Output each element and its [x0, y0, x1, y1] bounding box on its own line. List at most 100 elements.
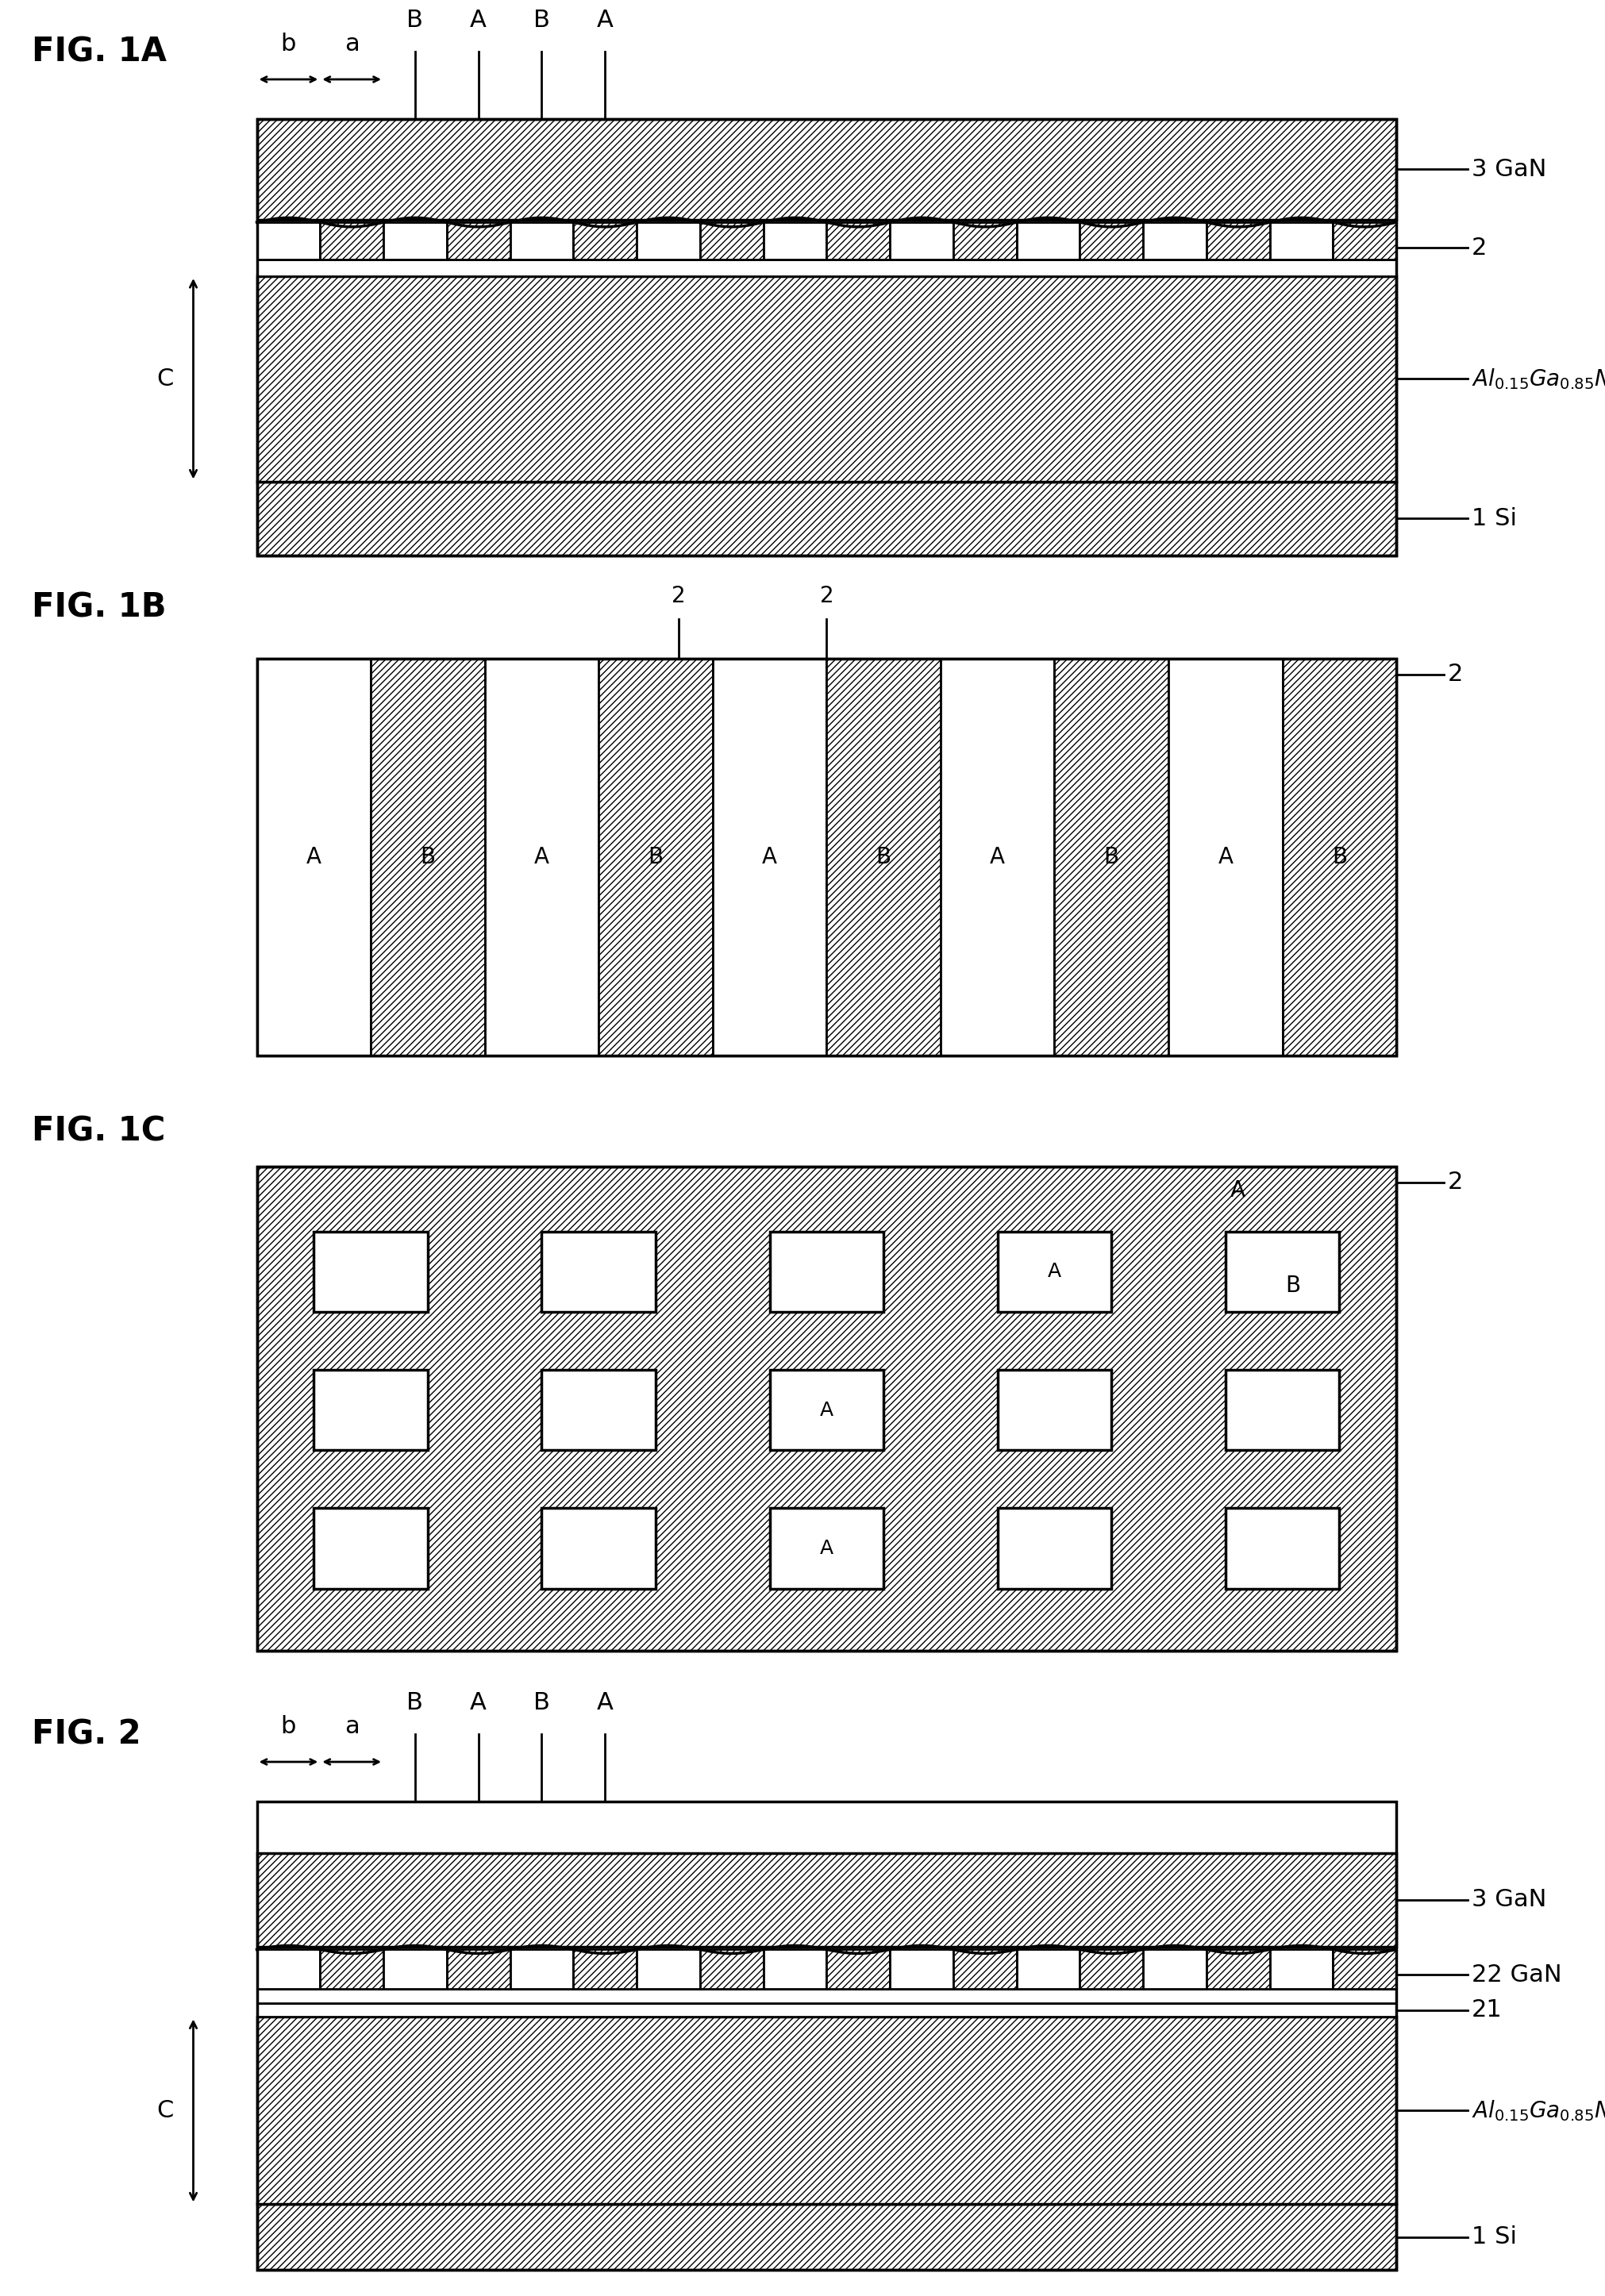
Text: 2: 2	[1472, 236, 1488, 259]
Bar	[599, 659, 713, 1056]
Bar	[257, 259, 1396, 276]
Text: b: b	[281, 32, 297, 55]
Bar	[384, 1949, 446, 1988]
Bar	[257, 659, 1396, 1056]
Text: 3 GaN: 3 GaN	[1472, 1887, 1547, 1910]
Bar	[1143, 1949, 1207, 1988]
Bar	[257, 482, 1396, 556]
Bar	[1282, 659, 1396, 1056]
Bar	[637, 1949, 700, 1988]
Text: FIG. 2: FIG. 2	[32, 1717, 141, 1752]
Text: FIG. 1C: FIG. 1C	[32, 1116, 165, 1148]
Text: 2: 2	[820, 585, 833, 606]
Bar	[1080, 1949, 1143, 1988]
Bar	[573, 223, 637, 259]
Bar	[485, 659, 599, 1056]
Bar	[1207, 1949, 1270, 1988]
Text: 1 Si: 1 Si	[1472, 507, 1517, 530]
Bar	[319, 1949, 384, 1988]
Bar	[313, 1231, 427, 1311]
Bar	[997, 1371, 1111, 1451]
Bar	[257, 482, 1396, 556]
Text: A: A	[1048, 1263, 1061, 1281]
Bar	[764, 223, 827, 259]
Bar	[1226, 1231, 1339, 1311]
Bar	[827, 659, 941, 1056]
Text: B: B	[876, 845, 891, 868]
Text: FIG. 1B: FIG. 1B	[32, 592, 167, 625]
Text: C: C	[156, 367, 173, 390]
Text: B: B	[533, 1692, 551, 1715]
Bar	[319, 223, 384, 259]
Bar	[257, 223, 319, 259]
Text: 2: 2	[671, 585, 685, 606]
Bar	[941, 659, 1054, 1056]
Text: 3 GaN: 3 GaN	[1472, 158, 1547, 181]
Text: B: B	[421, 845, 435, 868]
Text: A: A	[597, 1692, 613, 1715]
Bar	[573, 223, 637, 259]
Bar	[446, 1949, 510, 1988]
Text: $Al_{0.15}Ga_{0.85}N$: $Al_{0.15}Ga_{0.85}N$	[1472, 367, 1605, 390]
Bar	[541, 1508, 655, 1589]
Text: B: B	[406, 9, 424, 32]
Text: b: b	[281, 1715, 297, 1738]
Bar	[257, 119, 1396, 556]
Bar	[1334, 223, 1396, 259]
Bar	[257, 119, 1396, 220]
Bar	[953, 1949, 1016, 1988]
Bar	[1226, 1508, 1339, 1589]
Bar	[257, 276, 1396, 482]
Bar	[257, 1853, 1396, 1947]
Bar	[257, 659, 371, 1056]
Bar	[1334, 223, 1396, 259]
Bar	[953, 1949, 1016, 1988]
Text: B: B	[1332, 845, 1347, 868]
Text: 2: 2	[1448, 664, 1464, 687]
Text: 22 GaN: 22 GaN	[1472, 1963, 1562, 1986]
Text: 1 Si: 1 Si	[1472, 2225, 1517, 2248]
Text: B: B	[648, 845, 663, 868]
Bar	[1143, 223, 1207, 259]
Bar	[997, 1508, 1111, 1589]
Text: FIG. 1A: FIG. 1A	[32, 37, 167, 69]
Bar	[1270, 1949, 1334, 1988]
Bar	[1334, 1949, 1396, 1988]
Bar	[637, 223, 700, 259]
Bar	[257, 2204, 1396, 2271]
Bar	[313, 1371, 427, 1451]
Text: B: B	[1286, 1274, 1300, 1297]
Bar	[889, 1949, 953, 1988]
Bar	[1054, 659, 1168, 1056]
Bar	[1080, 223, 1143, 259]
Bar	[257, 2204, 1396, 2271]
Bar	[1207, 223, 1270, 259]
Bar	[541, 1231, 655, 1311]
Bar	[700, 223, 764, 259]
Bar	[257, 659, 1396, 1056]
Bar	[1282, 659, 1396, 1056]
Bar	[371, 659, 485, 1056]
Text: B: B	[406, 1692, 424, 1715]
Bar	[953, 223, 1016, 259]
Bar	[827, 1949, 889, 1988]
Text: A: A	[990, 845, 1005, 868]
Bar	[827, 223, 889, 259]
Text: A: A	[597, 9, 613, 32]
Bar	[573, 1949, 637, 1988]
Bar	[827, 223, 889, 259]
Bar	[1207, 1949, 1270, 1988]
Bar	[1226, 1371, 1339, 1451]
Bar	[446, 223, 510, 259]
Bar	[257, 1949, 319, 1988]
Text: A: A	[470, 1692, 486, 1715]
Bar	[446, 1949, 510, 1988]
Bar	[827, 659, 941, 1056]
Bar	[1016, 223, 1080, 259]
Bar	[371, 659, 485, 1056]
Text: a: a	[345, 32, 360, 55]
Bar	[700, 223, 764, 259]
Bar	[700, 1949, 764, 1988]
Bar	[257, 119, 1396, 220]
Bar	[770, 1508, 883, 1589]
